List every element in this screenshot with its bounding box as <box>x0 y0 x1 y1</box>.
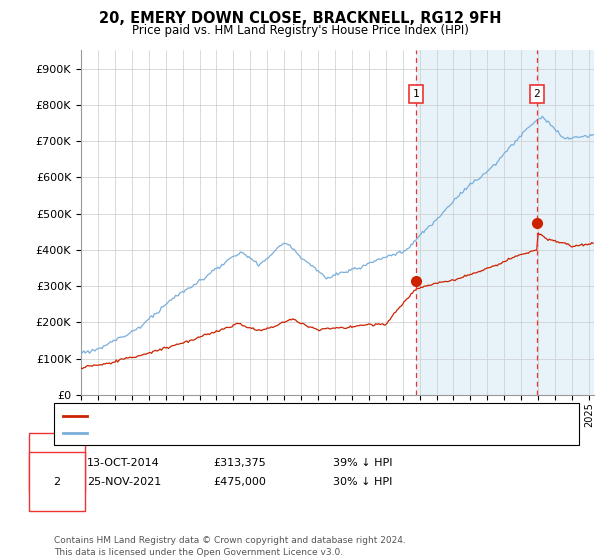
Text: Contains HM Land Registry data © Crown copyright and database right 2024.
This d: Contains HM Land Registry data © Crown c… <box>54 536 406 557</box>
Text: 1: 1 <box>413 89 419 99</box>
Text: 13-OCT-2014: 13-OCT-2014 <box>87 458 160 468</box>
Text: 1: 1 <box>53 458 61 468</box>
Text: HPI: Average price, detached house, Bracknell Forest: HPI: Average price, detached house, Brac… <box>93 428 370 438</box>
Text: £313,375: £313,375 <box>213 458 266 468</box>
Text: 20, EMERY DOWN CLOSE, BRACKNELL, RG12 9FH: 20, EMERY DOWN CLOSE, BRACKNELL, RG12 9F… <box>99 11 501 26</box>
Text: 20, EMERY DOWN CLOSE, BRACKNELL, RG12 9FH (detached house): 20, EMERY DOWN CLOSE, BRACKNELL, RG12 9F… <box>93 411 443 421</box>
Text: Price paid vs. HM Land Registry's House Price Index (HPI): Price paid vs. HM Land Registry's House … <box>131 24 469 37</box>
Text: £475,000: £475,000 <box>213 477 266 487</box>
Text: 2: 2 <box>533 89 540 99</box>
Text: 25-NOV-2021: 25-NOV-2021 <box>87 477 161 487</box>
Bar <box>416 50 600 395</box>
Text: 2: 2 <box>53 477 61 487</box>
Text: 30% ↓ HPI: 30% ↓ HPI <box>333 477 392 487</box>
Text: 39% ↓ HPI: 39% ↓ HPI <box>333 458 392 468</box>
